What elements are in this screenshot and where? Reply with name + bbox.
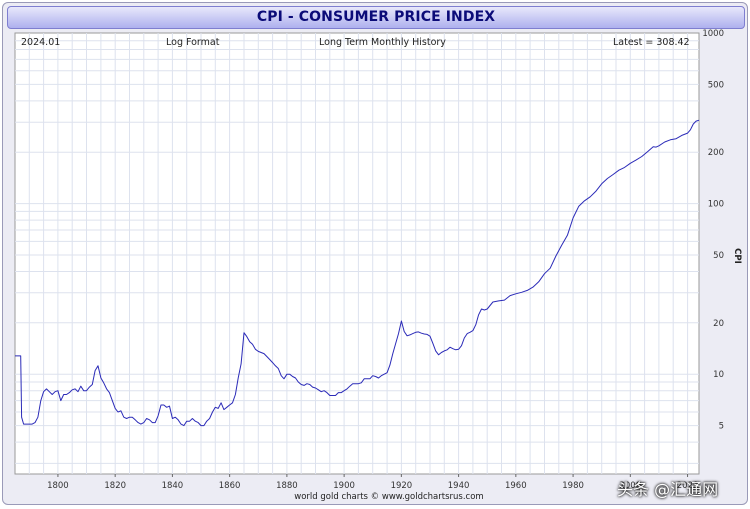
x-tick-label: 1800 [47, 481, 69, 491]
chart-history-label: Long Term Monthly History [319, 37, 446, 48]
chart-date-label: 2024.01 [21, 37, 60, 48]
y-tick-label: 10 [713, 370, 724, 380]
y-axis-label: CPI [732, 248, 742, 264]
chart-latest-label: Latest = 308.42 [613, 37, 690, 48]
chart-credit: world gold charts © www.goldchartsrus.co… [294, 492, 483, 502]
y-axis-ticks: 5 10 20 50 100 200 500 1000 [702, 29, 724, 432]
y-tick-label: 20 [713, 319, 724, 329]
x-tick-label: 1820 [104, 481, 126, 491]
y-tick-label: 500 [708, 80, 724, 90]
x-tick-label: 1940 [448, 481, 470, 491]
x-tick-label: 1960 [505, 481, 527, 491]
x-tick-label: 1840 [162, 481, 184, 491]
x-tick-label: 1860 [219, 481, 241, 491]
y-tick-label: 50 [713, 251, 724, 261]
x-tick-label: 1880 [276, 481, 298, 491]
x-tick-label: 1920 [391, 481, 413, 491]
x-axis-ticks: 1800 1820 1840 1860 1880 1900 1920 1940 1960 1980… [47, 474, 698, 491]
y-tick-label: 1000 [702, 29, 724, 39]
cpi-series-line [15, 119, 700, 427]
y-tick-label: 100 [708, 200, 724, 210]
plot-area [14, 32, 700, 475]
grid [15, 33, 699, 474]
y-tick-label: 200 [708, 148, 724, 158]
watermark: 头条 @汇通网 [617, 480, 719, 499]
chart-canvas: 1800 1820 1840 1860 1880 1900 1920 1940 1960 1980… [14, 29, 742, 502]
x-tick-label: 2000 [619, 481, 641, 491]
chart-format-label: Log Format [166, 37, 220, 48]
x-tick-label: 1900 [333, 481, 355, 491]
y-tick-label: 5 [719, 422, 724, 432]
chart-title: CPI - CONSUMER PRICE INDEX [7, 6, 745, 29]
x-tick-label: 2020 [677, 481, 699, 491]
x-tick-label: 1980 [562, 481, 584, 491]
